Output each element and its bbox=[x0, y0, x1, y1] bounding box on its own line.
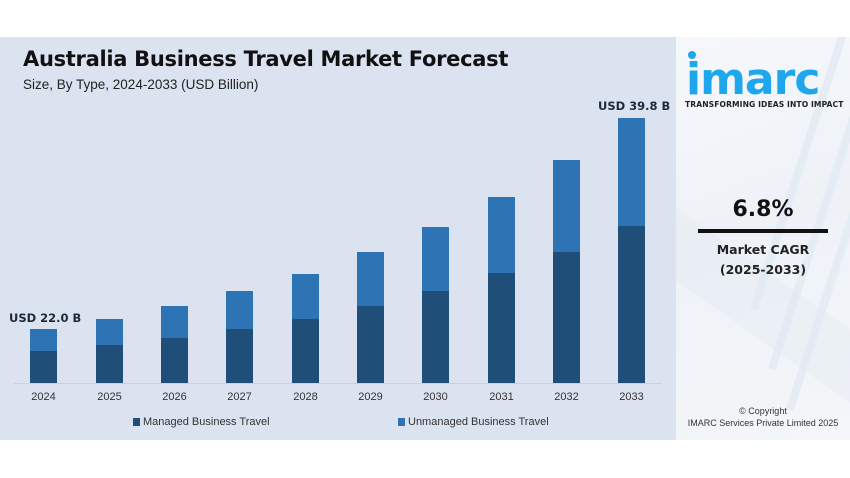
x-tick-label: 2028 bbox=[293, 391, 318, 403]
bar-segment-managed bbox=[30, 351, 57, 383]
cagr-value: 6.8% bbox=[732, 197, 794, 222]
chart-subtitle: Size, By Type, 2024-2033 (USD Billion) bbox=[23, 77, 259, 92]
bar-2029 bbox=[357, 252, 384, 383]
cagr-period: (2025-2033) bbox=[719, 262, 807, 277]
side-panel: imarc TRANSFORMING IDEAS INTO IMPACT 6.8… bbox=[676, 37, 850, 440]
bar-2033 bbox=[618, 118, 645, 383]
copyright-line-1: © Copyright bbox=[739, 406, 787, 416]
bar-segment-unmanaged bbox=[553, 160, 580, 252]
bar-2026 bbox=[161, 306, 188, 383]
chart-title: Australia Business Travel Market Forecas… bbox=[23, 47, 509, 71]
bar-segment-unmanaged bbox=[96, 319, 123, 345]
bar-segment-unmanaged bbox=[292, 274, 319, 319]
bar-2031 bbox=[488, 197, 515, 383]
bar-segment-unmanaged bbox=[422, 227, 449, 291]
brand-tagline: TRANSFORMING IDEAS INTO IMPACT bbox=[685, 100, 844, 109]
callout-start-value: USD 22.0 B bbox=[9, 311, 82, 325]
bar-segment-managed bbox=[292, 319, 319, 383]
x-tick-label: 2026 bbox=[162, 391, 187, 403]
legend-item-managed: Managed Business Travel bbox=[133, 416, 270, 428]
bar-2024 bbox=[30, 329, 57, 383]
bar-2025 bbox=[96, 319, 123, 383]
legend-label-managed: Managed Business Travel bbox=[143, 416, 270, 428]
x-tick-label: 2030 bbox=[423, 391, 448, 403]
callout-end-value: USD 39.8 B bbox=[598, 99, 671, 113]
bar-segment-managed bbox=[226, 329, 253, 383]
bar-segment-managed bbox=[96, 345, 123, 383]
x-tick-label: 2033 bbox=[619, 391, 644, 403]
bar-segment-unmanaged bbox=[161, 306, 188, 338]
legend-swatch-managed bbox=[133, 418, 140, 426]
imarc-logo: imarc bbox=[686, 51, 820, 99]
bar-2030 bbox=[422, 227, 449, 383]
legend-item-unmanaged: Unmanaged Business Travel bbox=[398, 416, 549, 428]
bar-segment-unmanaged bbox=[357, 252, 384, 306]
cagr-label-block: Market CAGR (2025-2033) bbox=[676, 240, 850, 280]
copyright-block: © Copyright IMARC Services Private Limit… bbox=[676, 405, 850, 429]
x-tick-label: 2032 bbox=[554, 391, 579, 403]
chart-panel: Australia Business Travel Market Forecas… bbox=[0, 37, 676, 440]
bar-segment-unmanaged bbox=[226, 291, 253, 329]
cagr-divider bbox=[698, 229, 828, 233]
bar-segment-managed bbox=[488, 273, 515, 383]
bar-segment-unmanaged bbox=[30, 329, 57, 351]
bar-2028 bbox=[292, 274, 319, 383]
legend-swatch-unmanaged bbox=[398, 418, 405, 426]
bar-segment-unmanaged bbox=[618, 118, 645, 226]
bar-segment-managed bbox=[553, 252, 580, 383]
bar-2027 bbox=[226, 291, 253, 383]
bar-segment-managed bbox=[618, 226, 645, 383]
bar-segment-managed bbox=[161, 338, 188, 383]
x-axis-baseline bbox=[14, 383, 662, 384]
x-tick-label: 2031 bbox=[489, 391, 514, 403]
copyright-line-2: IMARC Services Private Limited 2025 bbox=[687, 418, 839, 428]
bar-segment-managed bbox=[357, 306, 384, 383]
brand-name: imarc bbox=[686, 54, 819, 99]
x-tick-label: 2027 bbox=[227, 391, 252, 403]
x-tick-label: 2024 bbox=[31, 391, 56, 403]
bar-2032 bbox=[553, 160, 580, 383]
cagr-label: Market CAGR bbox=[716, 242, 810, 257]
bar-segment-managed bbox=[422, 291, 449, 383]
legend-label-unmanaged: Unmanaged Business Travel bbox=[408, 416, 549, 428]
x-tick-label: 2025 bbox=[97, 391, 122, 403]
bar-segment-unmanaged bbox=[488, 197, 515, 273]
x-tick-label: 2029 bbox=[358, 391, 383, 403]
plot-area: 2024 2025 2026 2027 2028 2029 2030 2031 2032 2033 bbox=[0, 37, 676, 440]
